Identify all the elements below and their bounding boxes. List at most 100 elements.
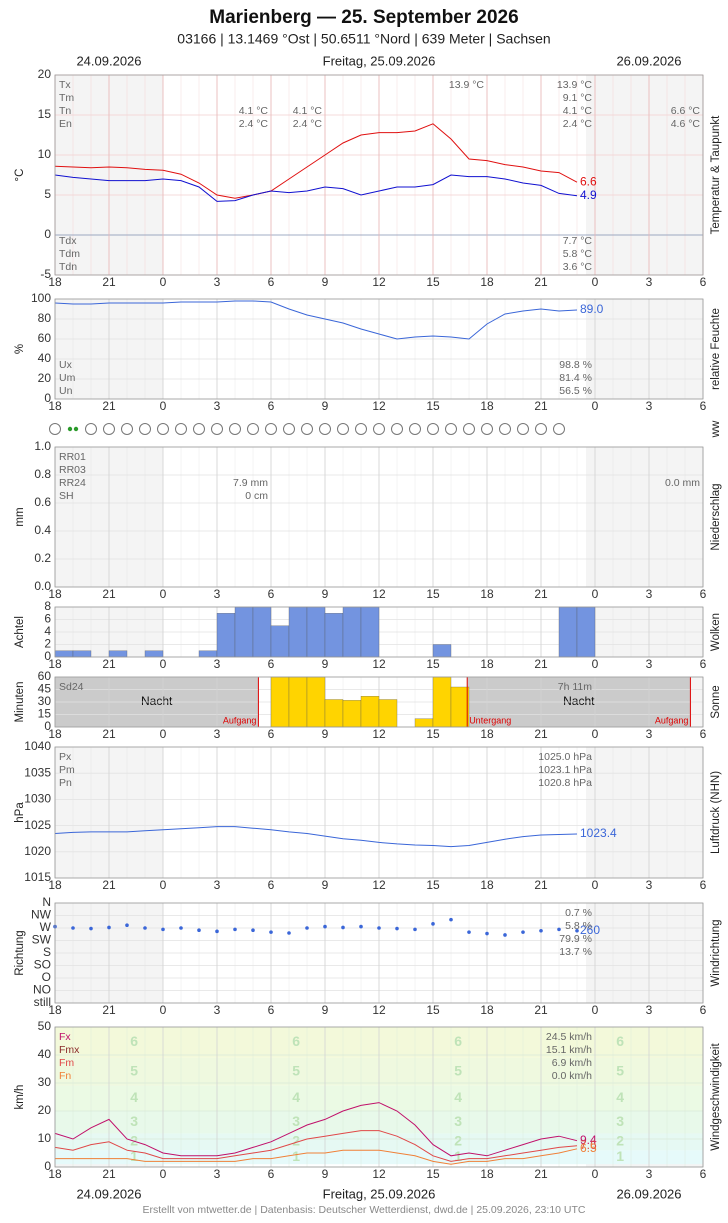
x-tick-label: 18 [480,878,494,892]
y-tick-label: SO [34,958,51,972]
ww-symbol [121,423,133,435]
x-tick-label: 18 [48,1003,62,1017]
title: Marienberg — 25. September 2026 [209,7,518,28]
beaufort-label: 3 [616,1113,624,1129]
side-label: relative Feuchte [710,308,722,390]
stat-value: 2.4 °C [293,118,323,130]
ww-symbol [265,423,277,435]
x-tick-label: 18 [480,1003,494,1017]
y-tick-label: 1035 [24,765,51,779]
beaufort-label: 6 [616,1033,624,1049]
y-tick-label: 80 [38,311,52,325]
stat-value: 15.1 km/h [546,1044,592,1056]
y-tick-label: W [40,920,52,934]
end-value-label: 6.6 [580,174,597,188]
point [521,930,525,934]
y-tick-label: 5 [44,187,51,201]
point [305,926,309,930]
x-tick-label: 15 [426,878,440,892]
ww-symbol [139,423,151,435]
ww-symbol [85,423,97,435]
y-tick-label: NO [33,983,51,997]
bar [234,606,254,658]
ww-symbol [283,423,295,435]
ww-symbol [337,423,349,435]
stat-value: 6.6 °C [671,105,701,117]
x-tick-label: 3 [646,1003,653,1017]
y-tick-label: 1.0 [34,439,51,453]
ww-symbol [49,423,61,435]
y-tick-label: 0 [44,391,51,405]
x-tick-label: 6 [268,1167,275,1181]
series-line [54,300,578,340]
x-tick-label: 0 [160,1003,167,1017]
y-tick-label: 40 [38,1047,52,1061]
x-tick-label: 15 [426,1003,440,1017]
end-value-label: 6.5 [580,1141,597,1155]
x-tick-label: 3 [646,587,653,601]
beaufort-label: 5 [454,1063,462,1079]
beaufort-label: 5 [616,1063,624,1079]
point [431,922,435,926]
y-tick-label: 0 [44,1159,51,1173]
bar [144,650,164,658]
y-tick-label: 60 [38,669,52,683]
stat-value: 56.5 % [559,385,592,397]
x-tick-label: 9 [322,399,329,413]
y-axis-label: mm [14,507,26,526]
beaufort-label: 1 [454,1148,462,1164]
x-tick-label: 18 [48,587,62,601]
stat-label: Px [59,751,72,763]
x-tick-label: 12 [372,275,386,289]
ww-symbol [175,423,187,435]
x-tick-label: 21 [534,275,548,289]
y-tick-label: 20 [38,1103,52,1117]
ww-symbol [409,423,421,435]
stat-value: 1023.1 hPa [538,764,592,776]
point [485,931,489,936]
x-tick-label: 12 [372,657,386,671]
x-tick-label: 6 [268,878,275,892]
x-tick-label: 21 [102,1167,116,1181]
stat-value: 1025.0 hPa [538,751,592,763]
side-label: Wolken [710,613,722,651]
event-label: Aufgang [655,715,689,725]
ww-symbol [211,423,223,435]
date-left: 24.09.2026 [76,1186,141,1201]
y-tick-label: 40 [38,351,52,365]
x-tick-label: 12 [372,587,386,601]
beaufort-label: 1 [616,1148,624,1164]
x-tick-label: 21 [102,727,116,741]
y-tick-label: 50 [38,1019,52,1033]
frame [54,446,704,588]
bar [288,606,308,658]
x-tick-label: 0 [160,275,167,289]
y-axis-label: hPa [14,802,26,823]
x-tick-label: 18 [480,1167,494,1181]
bar [270,676,290,728]
x-tick-label: 3 [646,1167,653,1181]
beaufort-label: 5 [292,1063,300,1079]
point [539,928,543,933]
stat-value: 13.7 % [559,946,592,958]
stat-value: 98.8 % [559,359,592,371]
x-tick-label: 9 [322,587,329,601]
y-tick-label: 100 [31,291,51,305]
x-tick-label: 6 [700,1003,707,1017]
side-label: Luftdruck (NHN) [710,771,722,854]
date-center: Freitag, 25.09.2026 [323,1186,436,1201]
stat-label: Fx [59,1031,71,1043]
x-tick-label: 18 [480,727,494,741]
y-axis-label: % [14,344,26,354]
ww-symbol [67,426,73,432]
x-tick-label: 6 [700,587,707,601]
stat-value: 0.7 % [565,907,592,919]
point [557,927,561,932]
x-tick-label: 6 [268,275,275,289]
y-tick-label: 20 [38,371,52,385]
x-tick-label: 3 [646,727,653,741]
x-tick-label: 21 [102,657,116,671]
x-tick-label: 9 [322,657,329,671]
point [395,926,399,931]
x-tick-label: 6 [700,727,707,741]
